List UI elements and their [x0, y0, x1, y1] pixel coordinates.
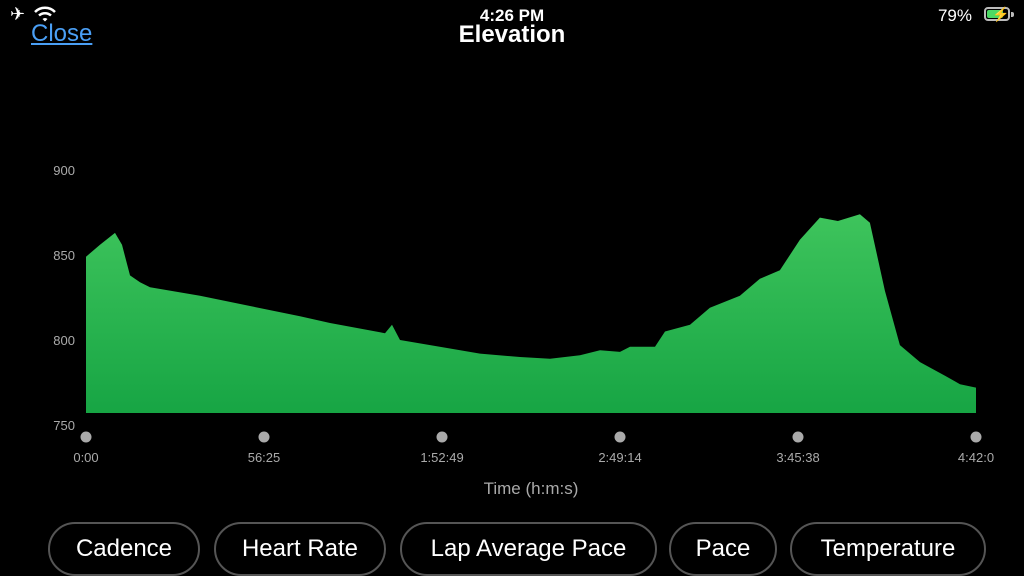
metric-button-temperature[interactable]: Temperature — [790, 522, 986, 576]
y-tick-label: 850 — [53, 248, 75, 263]
x-tick-marker — [970, 431, 982, 443]
x-tick-label: 0:00 — [73, 450, 98, 465]
airplane-icon: ✈ — [10, 4, 26, 24]
close-button[interactable]: Close — [31, 20, 93, 47]
x-tick-label: 1:52:49 — [420, 450, 463, 465]
x-axis-label: Time (h:m:s) — [483, 479, 579, 498]
metric-button-cadence[interactable]: Cadence — [48, 522, 200, 576]
metric-button-lap-average-pace[interactable]: Lap Average Pace — [400, 522, 657, 576]
x-tick-label: 56:25 — [248, 450, 281, 465]
x-tick-label: 3:45:38 — [776, 450, 819, 465]
x-tick-label: 2:49:14 — [598, 450, 641, 465]
status-time: 4:26 PM — [479, 6, 545, 25]
x-tick-marker — [258, 431, 270, 443]
x-tick-marker — [792, 431, 804, 443]
x-tick-label: 4:42:0 — [958, 450, 994, 465]
x-tick-marker — [436, 431, 448, 443]
y-tick-label: 750 — [53, 418, 75, 433]
elevation-chart: 750 800 850 900 0:00 56:25 1:52:49 2:49:14 3:45… — [53, 163, 994, 465]
y-tick-label: 900 — [53, 163, 75, 178]
metric-button-heart-rate[interactable]: Heart Rate — [214, 522, 386, 576]
battery-percent: 79% — [937, 6, 972, 25]
x-tick-marker — [614, 431, 626, 443]
battery-charging-icon: ⚡ — [984, 6, 1010, 22]
wifi-icon — [34, 6, 56, 22]
x-tick-marker — [80, 431, 92, 443]
metric-button-pace[interactable]: Pace — [669, 522, 777, 576]
elevation-area — [86, 214, 976, 413]
battery-nub — [1011, 12, 1014, 17]
page-title: Elevation — [458, 21, 566, 48]
y-tick-label: 800 — [53, 333, 75, 348]
